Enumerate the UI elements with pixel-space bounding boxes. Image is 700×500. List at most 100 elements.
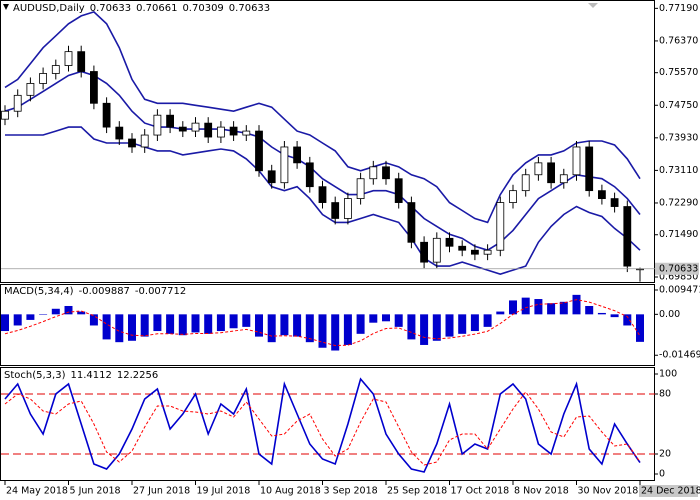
candle-body — [382, 166, 390, 180]
candle-body — [191, 122, 200, 132]
candle-body — [13, 94, 22, 112]
candle-body — [458, 245, 467, 251]
x-tick-label: 19 Jul 2018 — [197, 486, 251, 497]
candle-body — [26, 83, 35, 96]
candle-body — [280, 146, 289, 184]
candle-body — [623, 206, 632, 267]
candle-body — [64, 51, 73, 66]
macd-value: -0.007712 — [135, 286, 186, 297]
macd-bar — [216, 314, 225, 332]
y-tick-label: 0 — [659, 469, 665, 480]
y-tick-label: 100 — [659, 369, 677, 380]
header-ohlc: 0.70309 — [182, 3, 223, 14]
y-tick-label: 0.75570 — [659, 67, 698, 78]
macd-bar — [280, 314, 289, 336]
candle-body — [255, 130, 263, 172]
candle-body — [178, 126, 187, 132]
macd-bar — [89, 314, 98, 326]
macd-bar — [51, 308, 60, 315]
macd-bar — [178, 314, 187, 336]
candle-body — [216, 126, 225, 138]
candle-body — [432, 237, 441, 263]
y-tick-label: 0.72290 — [659, 197, 698, 208]
candle-body — [318, 186, 327, 203]
candle-body — [369, 166, 378, 180]
symbol-title: AUDUSD,Daily — [13, 3, 85, 14]
candle-body — [140, 134, 149, 148]
stoch-main — [4, 377, 641, 473]
y-tick-label: 0.71490 — [659, 229, 698, 240]
candle-body — [115, 126, 124, 140]
candle-body — [483, 249, 492, 255]
bollinger-upper — [4, 10, 641, 224]
macd-bar — [26, 314, 35, 320]
main-panel — [0, 0, 655, 283]
macd-bar — [496, 311, 505, 315]
stoch-signal — [4, 391, 641, 466]
y-tick-label: 0.69850 — [659, 272, 698, 283]
macd-bar — [166, 314, 175, 334]
candle-body — [242, 130, 251, 136]
candle-body — [407, 202, 416, 243]
candle-body — [509, 190, 517, 203]
macd-bar — [140, 314, 149, 337]
x-tick-label: 24 Dec 2018 — [641, 486, 700, 497]
candle-body — [420, 241, 429, 263]
x-tick-label: 10 Aug 2018 — [260, 486, 321, 497]
bollinger-middle — [4, 70, 641, 252]
last-price-box — [655, 262, 699, 275]
candle-body — [534, 162, 543, 176]
macd-bar — [255, 314, 263, 337]
macd-bar — [267, 314, 276, 343]
y-tick-label: 0.73930 — [659, 132, 698, 143]
macd-bar — [623, 314, 632, 326]
x-current-box — [639, 485, 698, 497]
macd-bar — [229, 314, 238, 329]
candle-body — [305, 162, 314, 188]
x-tick-label: 3 Sep 2018 — [324, 486, 378, 497]
macd-bar — [331, 314, 340, 351]
macd-bar — [470, 314, 479, 332]
candle-body — [496, 202, 505, 251]
macd-bar — [610, 314, 619, 318]
candle-body — [204, 122, 213, 138]
y-tick-label: 0.74750 — [659, 100, 698, 111]
macd-bar — [394, 314, 403, 327]
y-tick-label: 20 — [659, 449, 671, 460]
candle-body — [102, 102, 111, 128]
header-ohlc: 0.70661 — [136, 3, 177, 14]
macd-bar — [534, 299, 543, 315]
candle-body — [356, 178, 365, 199]
macd-bar — [305, 314, 314, 343]
x-tick-label: 27 Jun 2018 — [133, 486, 190, 497]
macd-bar — [102, 314, 111, 340]
bollinger-lower — [5, 126, 641, 275]
y-tick-label: -0.014696 — [659, 350, 700, 361]
macd-bar — [585, 305, 594, 315]
macd-bar — [420, 314, 429, 345]
candle-body — [1, 110, 9, 120]
macd-bar — [483, 314, 492, 327]
stoch-panel — [0, 367, 655, 481]
candle-body — [547, 162, 555, 184]
macd-bar — [369, 314, 378, 323]
x-tick-label: 25 Sep 2018 — [387, 486, 447, 497]
macd-bar — [153, 314, 162, 332]
y-tick-label: 0.73110 — [659, 165, 698, 176]
macd-panel — [0, 284, 655, 366]
x-tick-label: 17 Oct 2018 — [451, 486, 510, 497]
macd-bar — [547, 303, 556, 315]
candle-body — [267, 170, 276, 184]
menu-icon — [3, 4, 9, 10]
x-tick-label: 5 Jun 2018 — [70, 486, 121, 497]
candle-body — [293, 146, 302, 164]
macd-bar — [382, 314, 390, 322]
candle-body — [229, 126, 238, 136]
candle-body — [128, 138, 136, 148]
macd-bar — [597, 312, 606, 315]
candle-body — [610, 198, 619, 207]
candle-body — [394, 178, 403, 203]
macd-bar — [559, 301, 568, 315]
macd-bar — [509, 300, 517, 315]
